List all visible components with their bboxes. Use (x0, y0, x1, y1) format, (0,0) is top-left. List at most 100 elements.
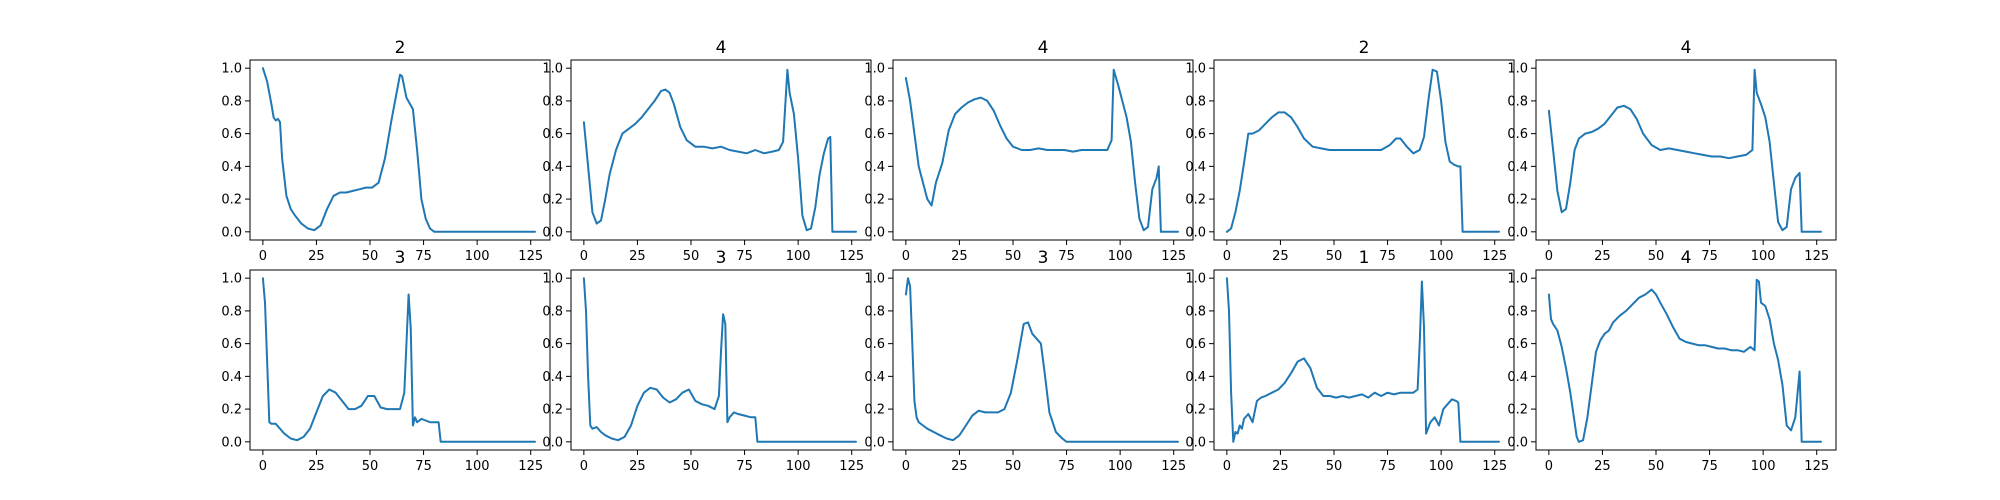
x-tick-label: 125 (1161, 459, 1186, 474)
x-tick-label: 125 (839, 249, 864, 264)
x-tick-label: 75 (1701, 459, 1718, 474)
y-tick-label: 1.0 (864, 62, 885, 77)
y-tick-label: 0.2 (1185, 193, 1206, 208)
x-tick-label: 25 (1272, 459, 1289, 474)
series-line (582, 277, 857, 443)
x-tick-label: 0 (1223, 249, 1231, 264)
y-tick-label: 0.2 (221, 193, 242, 208)
axes-frame (892, 269, 1194, 451)
x-tick-label: 125 (518, 459, 543, 474)
y-tick-label: 0.0 (864, 435, 885, 450)
x-tick-label: 50 (362, 249, 379, 264)
y-tick-label: 0.0 (864, 225, 885, 240)
x-tick-label: 25 (629, 249, 646, 264)
y-tick-label: 1.0 (1185, 62, 1206, 77)
y-tick-label: 1.0 (221, 272, 242, 287)
subplot-1: 0 25 50 75 100 125 0.0 0.2 0.4 0.6 0.8 1.0 2 (221, 38, 551, 264)
subplot-title: 4 (1681, 38, 1692, 58)
x-tick-label: 75 (1379, 459, 1396, 474)
y-tick-label: 0.6 (1507, 127, 1528, 142)
y-tick-label: 0.0 (221, 435, 242, 450)
series-line (1225, 68, 1500, 233)
x-tick-label: 0 (259, 459, 267, 474)
axes-frame (1535, 269, 1837, 451)
x-tick-label: 75 (1379, 249, 1396, 264)
y-tick-label: 0.2 (864, 193, 885, 208)
x-tick-label: 125 (518, 249, 543, 264)
x-tick-label: 100 (1429, 249, 1454, 264)
subplot-2: 0 25 50 75 100 125 0.0 0.2 0.4 0.6 0.8 1.0 4 (542, 38, 872, 264)
y-tick-label: 0.0 (542, 435, 563, 450)
y-tick-label: 0.6 (221, 337, 242, 352)
y-tick-label: 0.6 (542, 337, 563, 352)
series-line (1547, 278, 1822, 443)
x-tick-label: 100 (1429, 459, 1454, 474)
x-tick-label: 0 (259, 249, 267, 264)
y-tick-label: 0.2 (1507, 193, 1528, 208)
y-tick-label: 0.4 (221, 370, 242, 385)
x-tick-label: 25 (1272, 249, 1289, 264)
x-tick-label: 100 (465, 459, 490, 474)
y-tick-label: 0.4 (542, 370, 563, 385)
subplot-9: 0 25 50 75 100 125 0.0 0.2 0.4 0.6 0.8 1.0 1 (1185, 248, 1515, 474)
y-tick-label: 0.2 (1185, 403, 1206, 418)
y-tick-label: 0.2 (1507, 403, 1528, 418)
y-tick-label: 0.8 (1507, 304, 1528, 319)
subplot-8: 0 25 50 75 100 125 0.0 0.2 0.4 0.6 0.8 1.0 3 (864, 248, 1194, 474)
y-tick-label: 0.8 (221, 304, 242, 319)
y-tick-label: 0.8 (1507, 94, 1528, 109)
x-tick-label: 0 (1545, 249, 1553, 264)
x-tick-label: 50 (1005, 459, 1022, 474)
x-tick-label: 75 (736, 459, 753, 474)
series-line (904, 277, 1179, 443)
series-line (904, 68, 1179, 233)
subplot-7: 0 25 50 75 100 125 0.0 0.2 0.4 0.6 0.8 1.0 3 (542, 248, 872, 474)
x-tick-label: 100 (1751, 249, 1776, 264)
axes-frame (1535, 59, 1837, 241)
y-tick-label: 0.2 (542, 403, 563, 418)
x-tick-label: 125 (1804, 249, 1829, 264)
y-tick-label: 0.8 (542, 304, 563, 319)
x-tick-label: 75 (1058, 249, 1075, 264)
x-tick-label: 75 (1058, 459, 1075, 474)
y-tick-label: 0.6 (221, 127, 242, 142)
x-tick-label: 25 (308, 249, 325, 264)
x-tick-label: 0 (580, 459, 588, 474)
y-tick-label: 0.2 (864, 403, 885, 418)
y-tick-label: 0.2 (221, 403, 242, 418)
x-tick-label: 100 (465, 249, 490, 264)
x-tick-label: 25 (1594, 249, 1611, 264)
x-tick-label: 100 (786, 459, 811, 474)
x-tick-label: 50 (683, 249, 700, 264)
y-tick-label: 0.6 (1185, 337, 1206, 352)
y-tick-label: 0.4 (1507, 370, 1528, 385)
x-tick-label: 125 (839, 459, 864, 474)
y-tick-label: 0.4 (1507, 160, 1528, 175)
y-tick-label: 0.6 (542, 127, 563, 142)
y-tick-label: 0.4 (864, 370, 885, 385)
y-tick-label: 1.0 (221, 62, 242, 77)
y-tick-label: 0.0 (1185, 225, 1206, 240)
x-tick-label: 100 (1108, 249, 1133, 264)
subplot-title: 3 (395, 248, 406, 268)
x-tick-label: 25 (1594, 459, 1611, 474)
y-tick-label: 0.8 (864, 304, 885, 319)
y-tick-label: 1.0 (1185, 272, 1206, 287)
x-tick-label: 0 (1223, 459, 1231, 474)
x-tick-label: 125 (1161, 249, 1186, 264)
y-tick-label: 0.8 (221, 94, 242, 109)
y-tick-label: 0.6 (1507, 337, 1528, 352)
y-tick-label: 0.8 (864, 94, 885, 109)
subplot-3: 0 25 50 75 100 125 0.0 0.2 0.4 0.6 0.8 1.0 4 (864, 38, 1194, 264)
axes-frame (1213, 269, 1515, 451)
subplot-title: 2 (395, 38, 406, 58)
x-tick-label: 25 (629, 459, 646, 474)
subplot-5: 0 25 50 75 100 125 0.0 0.2 0.4 0.6 0.8 1.0 4 (1507, 38, 1837, 264)
y-tick-label: 0.0 (1507, 225, 1528, 240)
subplot-4: 0 25 50 75 100 125 0.0 0.2 0.4 0.6 0.8 1.0 2 (1185, 38, 1515, 264)
x-tick-label: 50 (1005, 249, 1022, 264)
y-tick-label: 0.4 (542, 160, 563, 175)
x-tick-label: 0 (580, 249, 588, 264)
x-tick-label: 125 (1482, 459, 1507, 474)
subplot-6: 0 25 50 75 100 125 0.0 0.2 0.4 0.6 0.8 1.0 3 (221, 248, 551, 474)
